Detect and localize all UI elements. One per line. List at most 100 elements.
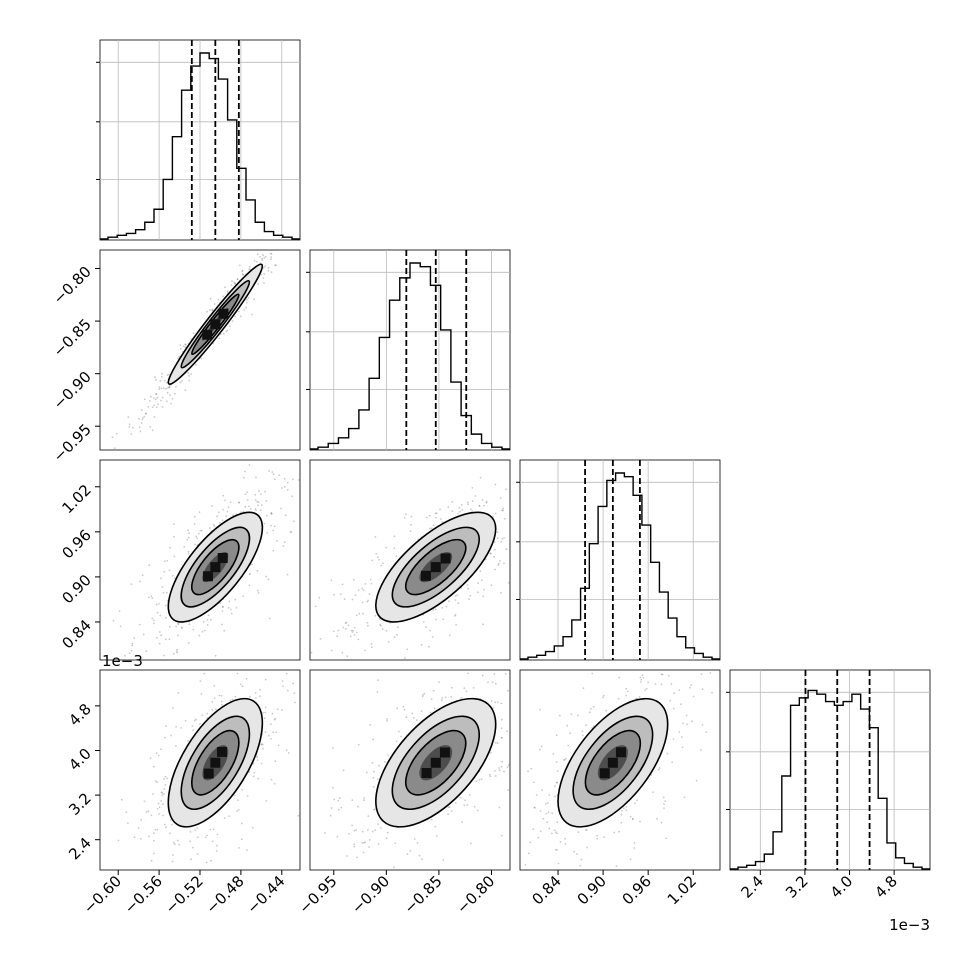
scatter-point	[234, 282, 237, 285]
scatter-point	[153, 839, 155, 842]
scatter-point	[569, 732, 571, 735]
scatter-point	[154, 828, 157, 831]
scatter-point	[270, 271, 273, 274]
scatter-point	[347, 624, 350, 627]
scatter-point	[125, 811, 128, 813]
scatter-point	[176, 651, 179, 654]
scatter-point	[161, 372, 163, 375]
y-tick-label: 0.90	[58, 571, 94, 607]
scatter-point	[213, 525, 216, 528]
scatter-point	[500, 765, 503, 768]
scatter-point	[585, 724, 587, 727]
scatter-point	[211, 308, 214, 311]
scatter-point	[170, 402, 172, 405]
scatter-point	[428, 514, 431, 517]
scatter-point	[410, 523, 412, 526]
scatter-point	[447, 806, 450, 808]
scatter-point	[255, 697, 257, 699]
scatter-point	[440, 518, 442, 520]
density-core-cell	[210, 319, 221, 330]
scatter-point	[197, 532, 200, 535]
x-tick-label: −0.48	[202, 872, 247, 917]
density-core-cell	[210, 562, 221, 573]
scatter-point	[203, 629, 206, 632]
scatter-point	[354, 594, 357, 597]
scatter-point	[333, 798, 336, 801]
scatter-point	[245, 677, 248, 680]
scatter-point	[364, 649, 366, 652]
scatter-point	[247, 296, 250, 299]
scatter-point	[286, 488, 289, 491]
scatter-point	[175, 650, 178, 653]
scatter-point	[673, 692, 675, 695]
scatter-point	[231, 280, 233, 282]
scatter-point	[435, 618, 437, 621]
scatter-point	[253, 260, 256, 262]
scatter-point	[370, 646, 373, 649]
scatter-point	[238, 501, 240, 504]
scatter-point	[111, 436, 114, 439]
scatter-point	[175, 385, 177, 388]
scatter-point	[552, 753, 555, 755]
scatter-point	[508, 764, 510, 767]
scatter-point	[588, 711, 591, 714]
scatter-point	[664, 800, 667, 803]
scatter-point	[540, 745, 543, 748]
scatter-point	[348, 833, 350, 835]
x-axis-2: 0.84 0.90 0.96 1.02	[529, 870, 700, 908]
scatter-point	[345, 628, 347, 630]
scatter-point	[535, 794, 538, 796]
scatter-point	[405, 716, 408, 719]
scatter-point	[213, 684, 216, 687]
scatter-point	[477, 582, 480, 584]
scatter-point	[224, 286, 227, 289]
scatter-point	[539, 748, 541, 751]
scatter-point	[550, 832, 553, 835]
scatter-point	[166, 391, 169, 394]
scatter-point	[261, 743, 264, 746]
scatter-point	[182, 345, 185, 348]
scatter-point	[394, 842, 397, 844]
scatter-point	[192, 332, 195, 335]
scatter-point	[156, 781, 159, 784]
scatter-point	[181, 627, 184, 629]
scatter-point	[186, 538, 189, 541]
scatter-point	[211, 505, 213, 507]
scatter-point	[267, 734, 270, 737]
scatter-point	[683, 796, 686, 799]
scatter-point	[564, 843, 567, 845]
scatter-point	[577, 714, 579, 717]
scatter-point	[621, 809, 623, 812]
y-axis-2: 0.84 0.90 0.96 1.02	[58, 481, 100, 652]
scatter-point	[237, 799, 240, 801]
scatter-point	[353, 626, 356, 629]
scatter-point	[171, 860, 174, 863]
scatter-point	[257, 501, 260, 503]
scatter-point	[193, 515, 196, 518]
scatter-point	[169, 546, 172, 549]
scatter-point	[422, 694, 424, 696]
scatter-point	[356, 631, 358, 634]
scatter-point	[282, 685, 284, 687]
scatter-point	[496, 742, 499, 745]
scatter-point	[281, 680, 284, 682]
x-tick-label: 4.0	[827, 872, 857, 902]
scatter-point	[629, 815, 632, 818]
scatter-point	[272, 473, 275, 476]
scatter-point	[158, 388, 161, 391]
scatter-point	[148, 835, 150, 838]
scatter-point	[432, 609, 435, 611]
scatter-point	[539, 810, 542, 812]
scatter-point	[216, 833, 219, 836]
scatter-point	[240, 511, 242, 514]
scatter-point	[260, 762, 263, 765]
density-core-cell	[599, 768, 610, 779]
scatter-point	[257, 283, 260, 286]
scatter-point	[372, 785, 375, 788]
scatter-point	[259, 688, 261, 691]
scatter-point	[507, 789, 510, 791]
scatter-point	[152, 793, 154, 795]
x-tick-label: −0.95	[295, 872, 340, 917]
scatter-point	[500, 592, 502, 594]
scatter-point	[221, 606, 224, 608]
